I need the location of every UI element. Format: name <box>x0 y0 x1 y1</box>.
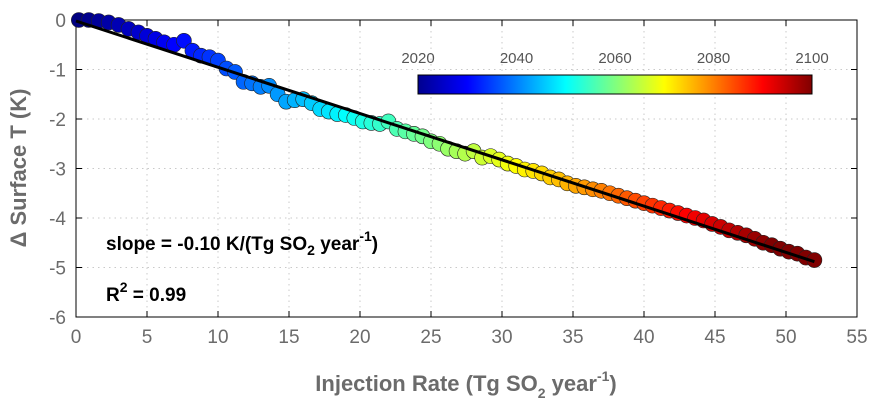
y-tick-label: -4 <box>49 209 66 230</box>
colorbar-tick-label: 2040 <box>500 50 533 67</box>
data-points <box>71 12 823 268</box>
colorbar-gradient <box>417 74 813 95</box>
y-axis-label: Δ Surface T (K) <box>6 89 31 248</box>
colorbar-tick-label: 2020 <box>401 50 434 67</box>
axes-frame <box>75 19 858 318</box>
colorbar-tick-label: 2100 <box>795 50 828 67</box>
x-tick-label: 15 <box>278 327 299 348</box>
colorbar-tick-label: 2080 <box>697 50 730 67</box>
grid <box>75 19 858 318</box>
y-tick-label: -5 <box>49 259 66 280</box>
y-tick-label: -2 <box>49 110 66 131</box>
x-tick-label: 55 <box>846 327 867 348</box>
y-tick-label: -1 <box>49 61 66 82</box>
y-tick-labels: 0 -1 -2 -3 -4 -5 -6 <box>49 11 66 329</box>
colorbar: 2020 2040 2060 2080 2100 <box>401 50 829 95</box>
x-tick-label: 45 <box>704 327 725 348</box>
x-tick-label: 30 <box>491 327 512 348</box>
x-tick-label: 40 <box>633 327 654 348</box>
colorbar-ticks: 2020 2040 2060 2080 2100 <box>401 50 828 67</box>
colorbar-tick-label: 2060 <box>598 50 631 67</box>
x-axis-label: Injection Rate (Tg SO2 year-1) <box>315 368 616 400</box>
x-tick-label: 20 <box>349 327 370 348</box>
x-tick-label: 25 <box>420 327 441 348</box>
x-tick-labels: 0 5 10 15 20 25 30 35 40 45 50 55 <box>71 327 868 348</box>
r2-annotation: R2 = 0.99 <box>106 279 186 306</box>
slope-annotation: slope = -0.10 K/(Tg SO2 year-1) <box>106 228 378 258</box>
y-tick-label: 0 <box>55 11 66 32</box>
x-tick-label: 0 <box>71 327 82 348</box>
x-tick-label: 10 <box>207 327 228 348</box>
fit-line <box>75 19 815 264</box>
x-tick-label: 5 <box>142 327 153 348</box>
y-tick-label: -3 <box>49 160 66 181</box>
x-tick-label: 35 <box>562 327 583 348</box>
x-tick-label: 50 <box>775 327 796 348</box>
y-tick-label: -6 <box>49 308 66 329</box>
